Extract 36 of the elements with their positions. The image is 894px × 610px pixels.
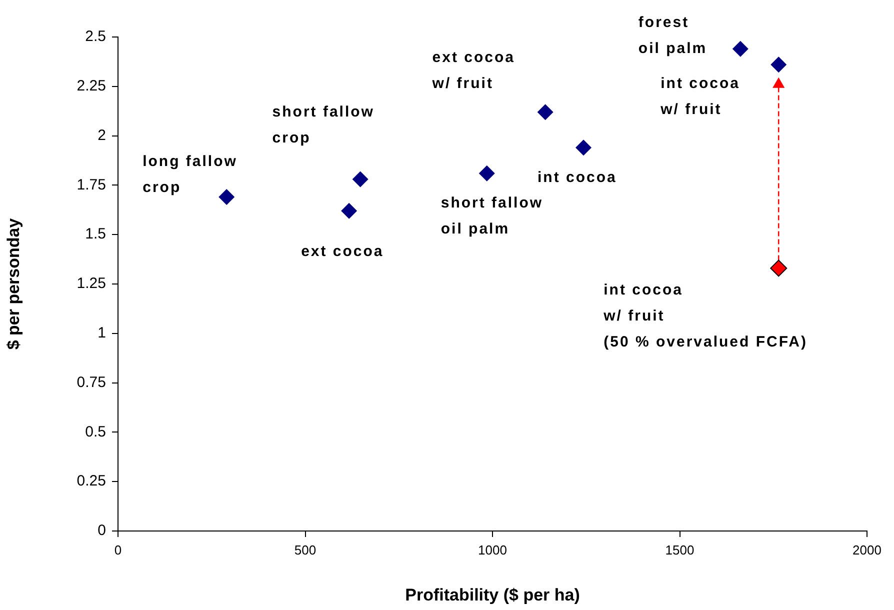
x-tick-label: 0 bbox=[114, 542, 122, 558]
point bbox=[732, 40, 748, 57]
annotation: forest oil palm bbox=[638, 14, 708, 57]
point bbox=[770, 260, 788, 277]
annotation: long fallow crop bbox=[142, 153, 238, 196]
x-tick-label: 500 bbox=[294, 542, 316, 558]
x-tick-label: 1500 bbox=[665, 542, 694, 558]
annotation: int cocoa w/ fruit bbox=[660, 74, 740, 118]
y-tick-label: 1.5 bbox=[85, 226, 106, 243]
y-tick-label: 1 bbox=[98, 324, 106, 342]
x-tick-label: 2000 bbox=[852, 542, 882, 558]
point bbox=[576, 140, 592, 156]
x-tick-label: 1000 bbox=[478, 542, 507, 558]
point bbox=[478, 165, 495, 182]
annotation: short fallow oil palm bbox=[440, 194, 544, 238]
point bbox=[218, 189, 235, 206]
y-tick-label: 2.5 bbox=[85, 28, 106, 46]
annotation: int cocoa w/ fruit (50 % overvalued FCFA) bbox=[602, 281, 808, 350]
point bbox=[352, 171, 368, 188]
point bbox=[537, 104, 554, 120]
y-tick-label: 2 bbox=[98, 126, 106, 144]
y-tick-label: 0.5 bbox=[85, 423, 106, 440]
annotation: ext cocoa w/ fruit bbox=[431, 49, 516, 92]
x-axis-title: Profitability ($ per ha) bbox=[405, 585, 580, 604]
y-tick-label: 0 bbox=[98, 522, 106, 540]
y-tick-label: 1.25 bbox=[76, 275, 106, 292]
y-tick-label: 1.75 bbox=[76, 176, 106, 194]
annotation: short fallow crop bbox=[272, 103, 374, 146]
point bbox=[770, 56, 787, 73]
y-axis-title: $ per personday bbox=[4, 218, 23, 350]
annotation: ext cocoa bbox=[301, 243, 384, 260]
y-tick-label: 0.25 bbox=[76, 472, 106, 490]
annotation: int cocoa bbox=[538, 168, 617, 186]
y-tick-label: 2.25 bbox=[76, 78, 106, 95]
point bbox=[341, 202, 358, 219]
y-tick-label: 0.75 bbox=[76, 374, 106, 391]
